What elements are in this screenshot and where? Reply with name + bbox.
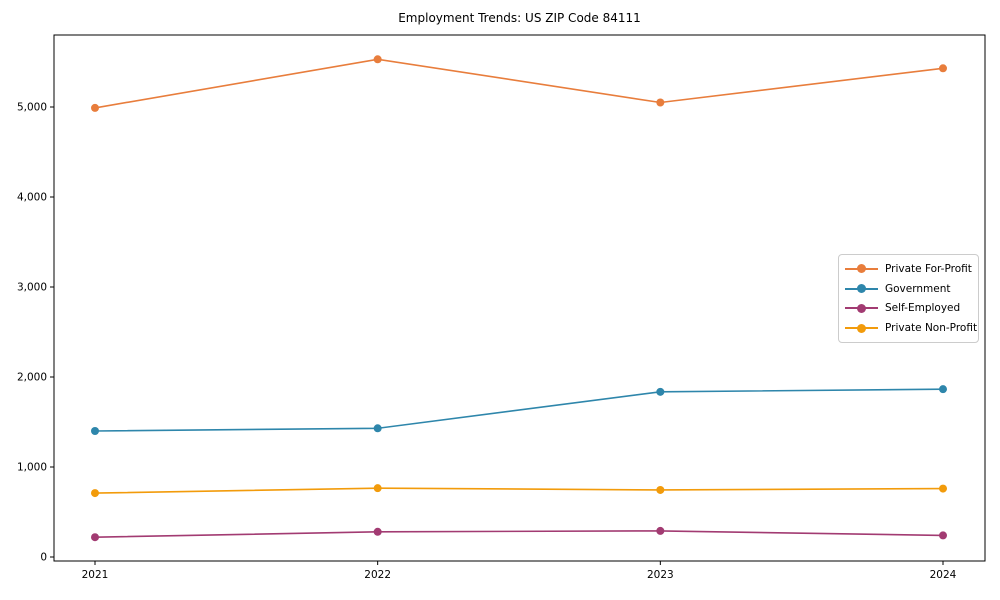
y-tick-label: 4,000 (17, 192, 47, 204)
data-point (939, 64, 947, 73)
data-point (91, 489, 99, 498)
legend-item-government: Government (845, 279, 972, 299)
legend-item-self-employed: Self-Employed (845, 299, 972, 319)
series-line-private-non-profit (94, 487, 944, 494)
data-point (939, 385, 947, 394)
data-point (656, 485, 665, 494)
x-tick-label: 2024 (930, 569, 957, 581)
legend-label: Private For-Profit (885, 262, 972, 275)
legend-marker-icon (845, 303, 878, 313)
series-line-self-employed (94, 530, 944, 538)
axes-frame (53, 34, 986, 562)
chart-title: Employment Trends: US ZIP Code 84111 (398, 11, 641, 25)
data-point (373, 527, 382, 536)
y-tick-label: 3,000 (17, 282, 47, 294)
y-tick-label: 5,000 (17, 102, 47, 114)
legend-label: Government (885, 282, 951, 295)
data-point (91, 533, 99, 542)
x-tick-label: 2023 (647, 569, 674, 581)
data-point (373, 484, 382, 493)
legend-marker-icon (845, 264, 878, 274)
data-point (939, 484, 947, 493)
legend-label: Self-Employed (885, 302, 961, 315)
data-point (939, 531, 947, 540)
legend-item-private-for-profit: Private For-Profit (845, 259, 972, 279)
data-point (91, 103, 99, 112)
series-line-government (94, 388, 944, 432)
legend-marker-icon (845, 323, 878, 333)
legend-item-private-non-profit: Private Non-Profit (845, 318, 977, 338)
y-tick-label: 0 (40, 552, 47, 564)
x-tick-label: 2021 (82, 569, 109, 581)
data-point (91, 427, 99, 435)
y-tick-label: 1,000 (17, 462, 47, 474)
x-tick-label: 2022 (364, 569, 391, 581)
data-point (656, 387, 665, 396)
data-point (656, 526, 665, 535)
data-point (373, 424, 382, 433)
y-tick-label: 2,000 (17, 372, 47, 384)
data-point (373, 55, 382, 64)
series-line-private-for-profit (94, 58, 944, 109)
legend-box: Private For-Profit Government Self-Employe… (838, 254, 979, 343)
legend-label: Private Non-Profit (885, 322, 978, 335)
legend-marker-icon (845, 284, 878, 294)
data-point (656, 98, 665, 107)
